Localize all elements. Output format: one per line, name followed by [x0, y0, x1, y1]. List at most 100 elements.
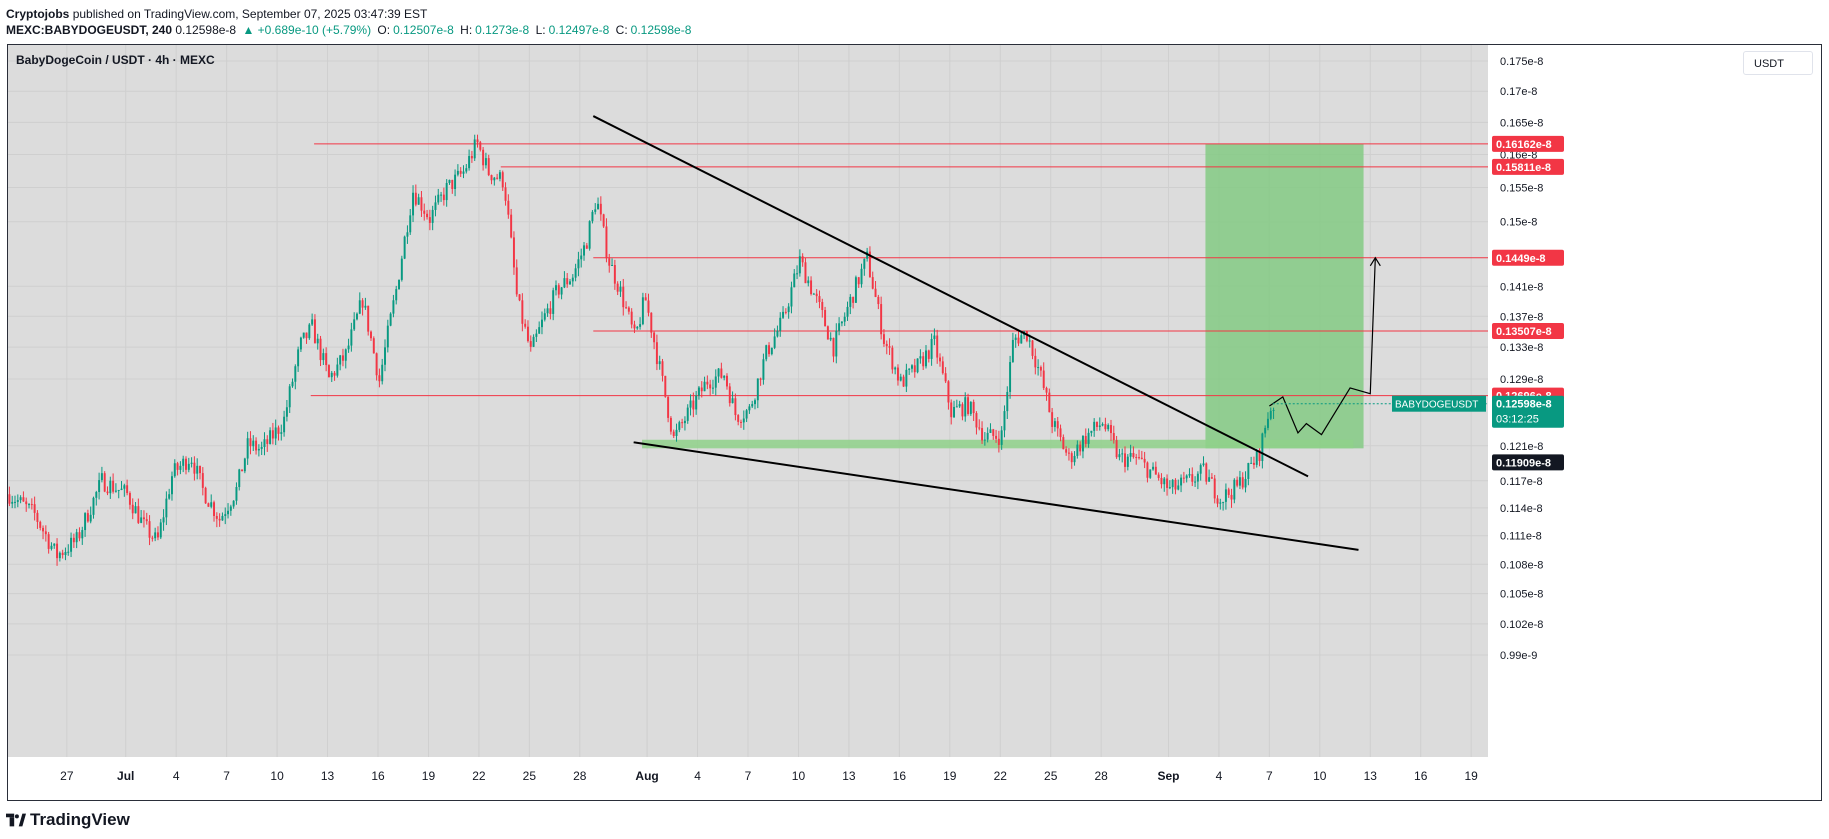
candle-body	[639, 324, 642, 327]
candle-body	[871, 277, 874, 289]
candle	[521, 293, 524, 332]
price-tick-label: 0.16e-8	[1500, 149, 1537, 161]
candle	[857, 276, 860, 288]
candle	[896, 364, 899, 386]
candle-body	[145, 519, 148, 522]
candle-body	[148, 521, 151, 538]
candle-body	[835, 330, 838, 357]
candle-body	[142, 517, 145, 520]
candle	[611, 258, 614, 267]
candle	[728, 383, 731, 407]
candle	[154, 527, 157, 542]
tradingview-logo[interactable]: TradingView	[6, 810, 130, 830]
candle	[1216, 495, 1219, 508]
candle	[961, 402, 964, 421]
candle-body	[266, 439, 269, 444]
candle-body	[507, 200, 510, 215]
candle-body	[344, 349, 347, 361]
candle-body	[156, 532, 159, 538]
candle-body	[235, 487, 238, 501]
candle	[1034, 348, 1037, 375]
candle	[616, 281, 619, 296]
candle-body	[1261, 433, 1264, 461]
author-name[interactable]: Cryptojobs	[6, 7, 70, 21]
candle	[894, 366, 897, 375]
candle-body	[364, 305, 367, 308]
candle-body	[308, 324, 311, 339]
candle	[456, 164, 459, 177]
candle	[546, 303, 549, 317]
candle	[574, 263, 577, 282]
candle	[274, 419, 277, 446]
highlight-price-tag: 0.11909e-8	[1496, 457, 1551, 469]
candle-body	[16, 500, 19, 502]
candle	[299, 336, 302, 352]
candle	[1112, 425, 1115, 444]
candle	[417, 193, 420, 205]
candle-body	[1031, 340, 1034, 356]
candle-body	[330, 372, 333, 378]
candle-body	[759, 378, 762, 380]
candle-body	[456, 170, 459, 175]
high-value: 0.1273e-8	[475, 23, 530, 37]
open-label: O:	[377, 23, 391, 37]
candle	[375, 352, 378, 381]
candle-body	[728, 386, 731, 404]
price-tick-label: 0.141e-8	[1500, 281, 1543, 293]
candle	[908, 368, 911, 375]
price-chart[interactable]: 0.175e-8 0.17e-8 0.165e-8 0.16e-8 0.155e-8 0.…	[8, 45, 1821, 800]
candle	[465, 164, 468, 174]
candle-body	[1048, 392, 1051, 413]
chart-panel[interactable]: 0.175e-8 0.17e-8 0.165e-8 0.16e-8 0.155e-8 0.…	[7, 44, 1822, 801]
candle	[252, 435, 255, 452]
candle	[30, 498, 33, 510]
candle-body	[221, 515, 224, 521]
price-axis: 0.175e-8 0.17e-8 0.165e-8 0.16e-8 0.155e-8 0.…	[1500, 56, 1543, 662]
candle	[975, 411, 978, 435]
candle	[67, 544, 70, 556]
candle-body	[151, 537, 154, 539]
candle-body	[588, 221, 591, 249]
candle	[1185, 474, 1188, 483]
candle	[992, 428, 995, 440]
time-tick-label: 7	[223, 769, 230, 783]
chart-title: BabyDogeCoin / USDT · 4h · MEXC	[16, 53, 215, 67]
candle	[790, 281, 793, 314]
candle	[877, 294, 880, 310]
candle	[905, 363, 908, 393]
candle	[1219, 498, 1222, 510]
candle	[409, 208, 412, 235]
time-tick-label: 19	[943, 769, 957, 783]
time-tick-label: 19	[422, 769, 436, 783]
candle	[1045, 386, 1048, 401]
candle-body	[787, 306, 790, 313]
candle	[681, 418, 684, 429]
candle-body	[339, 355, 342, 365]
candle	[644, 293, 647, 301]
candle-body	[1098, 425, 1101, 427]
candle-body	[697, 387, 700, 396]
candle-body	[1238, 477, 1241, 486]
price-tick-label: 0.114e-8	[1500, 503, 1543, 515]
candle	[1073, 451, 1076, 466]
candle	[510, 208, 513, 239]
low-value: 0.12497e-8	[548, 23, 610, 37]
candle	[224, 507, 227, 525]
candle-body	[720, 368, 723, 378]
candle-body	[762, 359, 765, 380]
candle-body	[1009, 362, 1012, 392]
candle	[61, 549, 64, 559]
candle	[1182, 471, 1185, 484]
candle-body	[288, 386, 291, 408]
candle-body	[1073, 455, 1076, 463]
candle	[1037, 359, 1040, 376]
candle	[249, 431, 252, 455]
price-level-tag-bg	[1492, 158, 1564, 175]
candle-body	[1124, 453, 1126, 467]
candle-body	[524, 323, 527, 327]
candle-body	[927, 350, 930, 359]
candle	[972, 399, 975, 422]
candle	[98, 472, 101, 500]
candle	[1048, 388, 1051, 413]
currency-button[interactable]: USDT	[1743, 51, 1813, 75]
